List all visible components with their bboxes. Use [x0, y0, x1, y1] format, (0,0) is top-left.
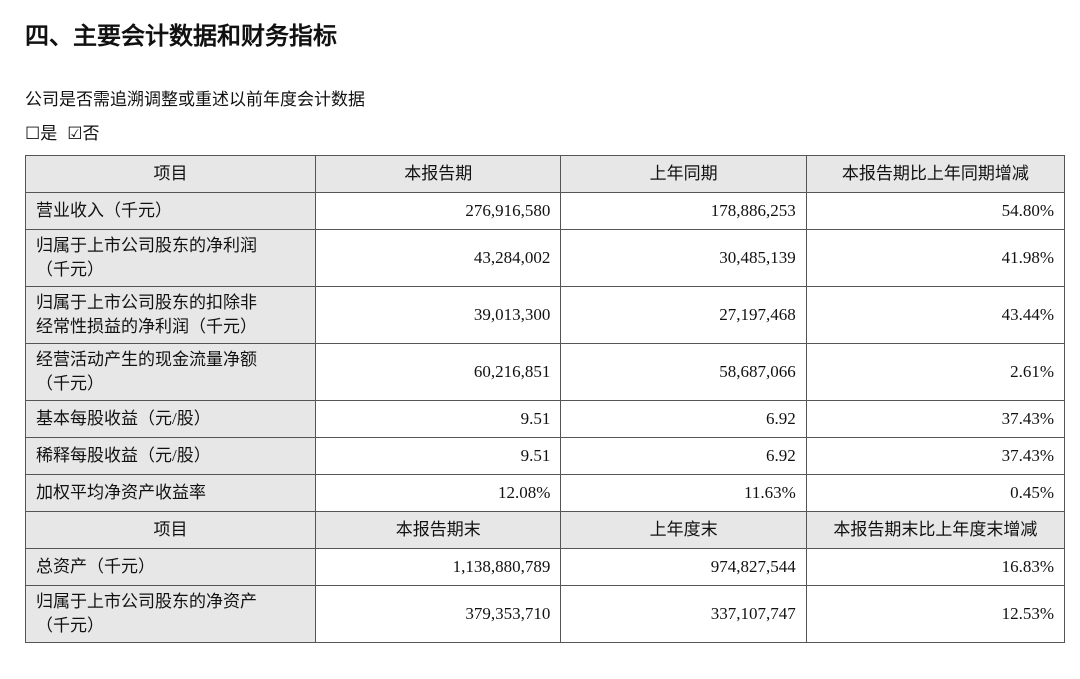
value-cell: 41.98%: [805, 229, 1066, 287]
value-cell: 39,013,300: [314, 286, 562, 344]
value-cell: 0.45%: [805, 474, 1066, 512]
cell-text: 经营活动产生的现金流量净额（千元）: [36, 350, 257, 393]
question: 公司是否需追溯调整或重述以前年度会计数据: [25, 90, 365, 109]
data-row: 基本每股收益（元/股） 9.51 6.92 37.43%: [25, 400, 1066, 438]
cell-text: 0.45%: [1010, 483, 1054, 502]
header-cell: 上年度末: [560, 511, 807, 549]
value-cell: 43,284,002: [314, 229, 562, 287]
data-row: 归属于上市公司股东的净利润（千元） 43,284,002 30,485,139 41.…: [25, 229, 1066, 287]
value-cell: 60,216,851: [314, 343, 562, 401]
label-cell: 总资产（千元）: [25, 548, 316, 586]
data-row: 经营活动产生的现金流量净额（千元） 60,216,851 58,687,066 2.6…: [25, 343, 1066, 401]
heading: 四、主要会计数据和财务指标: [25, 22, 337, 50]
cell-text: 归属于上市公司股东的扣除非经常性损益的净利润（千元）: [36, 293, 257, 336]
cell-text: 归属于上市公司股东的净资产（千元）: [36, 592, 257, 635]
header-cell: 本报告期末: [314, 511, 562, 549]
cell-text: 39,013,300: [473, 305, 551, 324]
cell-text: 9.51: [520, 409, 551, 428]
cell-text: 41.98%: [1001, 248, 1054, 267]
value-cell: 30,485,139: [560, 229, 807, 287]
cell-text: 974,827,544: [710, 557, 796, 576]
value-cell: 337,107,747: [560, 585, 807, 643]
data-row: 总资产（千元） 1,138,880,789 974,827,544 16.83%: [25, 548, 1066, 586]
label-cell: 经营活动产生的现金流量净额（千元）: [25, 343, 316, 401]
cell-text: 9.51: [520, 446, 551, 465]
cell-text: 27,197,468: [719, 305, 796, 324]
value-cell: 1,138,880,789: [314, 548, 562, 586]
cell-text: 43.44%: [1001, 305, 1054, 324]
cell-text: 276,916,580: [465, 201, 551, 220]
cell-text: 2.61%: [1010, 362, 1054, 381]
cell-text: 54.80%: [1001, 201, 1054, 220]
option: ☐是: [25, 124, 58, 143]
value-cell: 12.08%: [314, 474, 562, 512]
value-cell: 9.51: [314, 400, 562, 438]
cell-text: 6.92: [766, 409, 796, 428]
cell-text: 43,284,002: [473, 248, 551, 267]
header-cell: 本报告期比上年同期增减: [805, 155, 1066, 193]
cell-text: 30,485,139: [719, 248, 796, 267]
label-cell: 加权平均净资产收益率: [25, 474, 316, 512]
value-cell: 9.51: [314, 437, 562, 475]
label-cell: 基本每股收益（元/股）: [25, 400, 316, 438]
option: ☑否: [67, 124, 100, 143]
cell-text: 37.43%: [1001, 446, 1054, 465]
cell-text: 1,138,880,789: [452, 557, 551, 576]
cell-text: 基本每股收益（元/股）: [36, 409, 211, 428]
cell-text: 12.53%: [1001, 604, 1054, 623]
label-cell: 归属于上市公司股东的净利润（千元）: [25, 229, 316, 287]
cell-text: 营业收入（千元）: [36, 201, 172, 220]
label-cell: 稀释每股收益（元/股）: [25, 437, 316, 475]
value-cell: 6.92: [560, 437, 807, 475]
value-cell: 37.43%: [805, 400, 1066, 438]
cell-text: 加权平均净资产收益率: [36, 483, 206, 502]
label-cell: 营业收入（千元）: [25, 192, 316, 230]
cell-text: 178,886,253: [710, 201, 796, 220]
cell-text: 60,216,851: [473, 362, 551, 381]
data-row: 稀释每股收益（元/股） 9.51 6.92 37.43%: [25, 437, 1066, 475]
header-cell: 项目: [25, 155, 316, 193]
options: ☐是 ☑否: [25, 119, 110, 144]
cell-text: 6.92: [766, 446, 796, 465]
data-row: 归属于上市公司股东的净资产（千元） 379,353,710 337,107,747 1…: [25, 585, 1066, 643]
cell-text: 37.43%: [1001, 409, 1054, 428]
cell-text: 归属于上市公司股东的净利润（千元）: [36, 236, 257, 279]
header-cell: 项目: [25, 511, 316, 549]
cell-text: 总资产（千元）: [36, 557, 155, 576]
value-cell: 37.43%: [805, 437, 1066, 475]
value-cell: 43.44%: [805, 286, 1066, 344]
cell-text: 稀释每股收益（元/股）: [36, 446, 211, 465]
data-row: 归属于上市公司股东的扣除非经常性损益的净利润（千元） 39,013,300 27,1…: [25, 286, 1066, 344]
header-row: 项目 本报告期 上年同期 本报告期比上年同期增减: [25, 155, 1066, 193]
value-cell: 16.83%: [805, 548, 1066, 586]
cell-text: 58,687,066: [719, 362, 796, 381]
cell-text: 11.63%: [744, 483, 796, 502]
financial-table: 项目 本报告期 上年同期 本报告期比上年同期增减 营业收入（千元） 276,916,580…: [25, 155, 1066, 643]
value-cell: 11.63%: [560, 474, 807, 512]
data-row: 营业收入（千元） 276,916,580 178,886,253 54.80%: [25, 192, 1066, 230]
value-cell: 54.80%: [805, 192, 1066, 230]
value-cell: 12.53%: [805, 585, 1066, 643]
label-cell: 归属于上市公司股东的净资产（千元）: [25, 585, 316, 643]
value-cell: 276,916,580: [314, 192, 562, 230]
value-cell: 178,886,253: [560, 192, 807, 230]
value-cell: 974,827,544: [560, 548, 807, 586]
label-cell: 归属于上市公司股东的扣除非经常性损益的净利润（千元）: [25, 286, 316, 344]
cell-text: 337,107,747: [710, 604, 796, 623]
value-cell: 6.92: [560, 400, 807, 438]
value-cell: 379,353,710: [314, 585, 562, 643]
cell-text: 16.83%: [1001, 557, 1054, 576]
data-row: 加权平均净资产收益率 12.08% 11.63% 0.45%: [25, 474, 1066, 512]
header-cell: 本报告期: [314, 155, 562, 193]
value-cell: 58,687,066: [560, 343, 807, 401]
header-cell: 上年同期: [560, 155, 807, 193]
header-row: 项目 本报告期末 上年度末 本报告期末比上年度末增减: [25, 511, 1066, 549]
value-cell: 27,197,468: [560, 286, 807, 344]
value-cell: 2.61%: [805, 343, 1066, 401]
header-cell: 本报告期末比上年度末增减: [805, 511, 1066, 549]
cell-text: 12.08%: [498, 483, 551, 502]
cell-text: 379,353,710: [465, 604, 551, 623]
